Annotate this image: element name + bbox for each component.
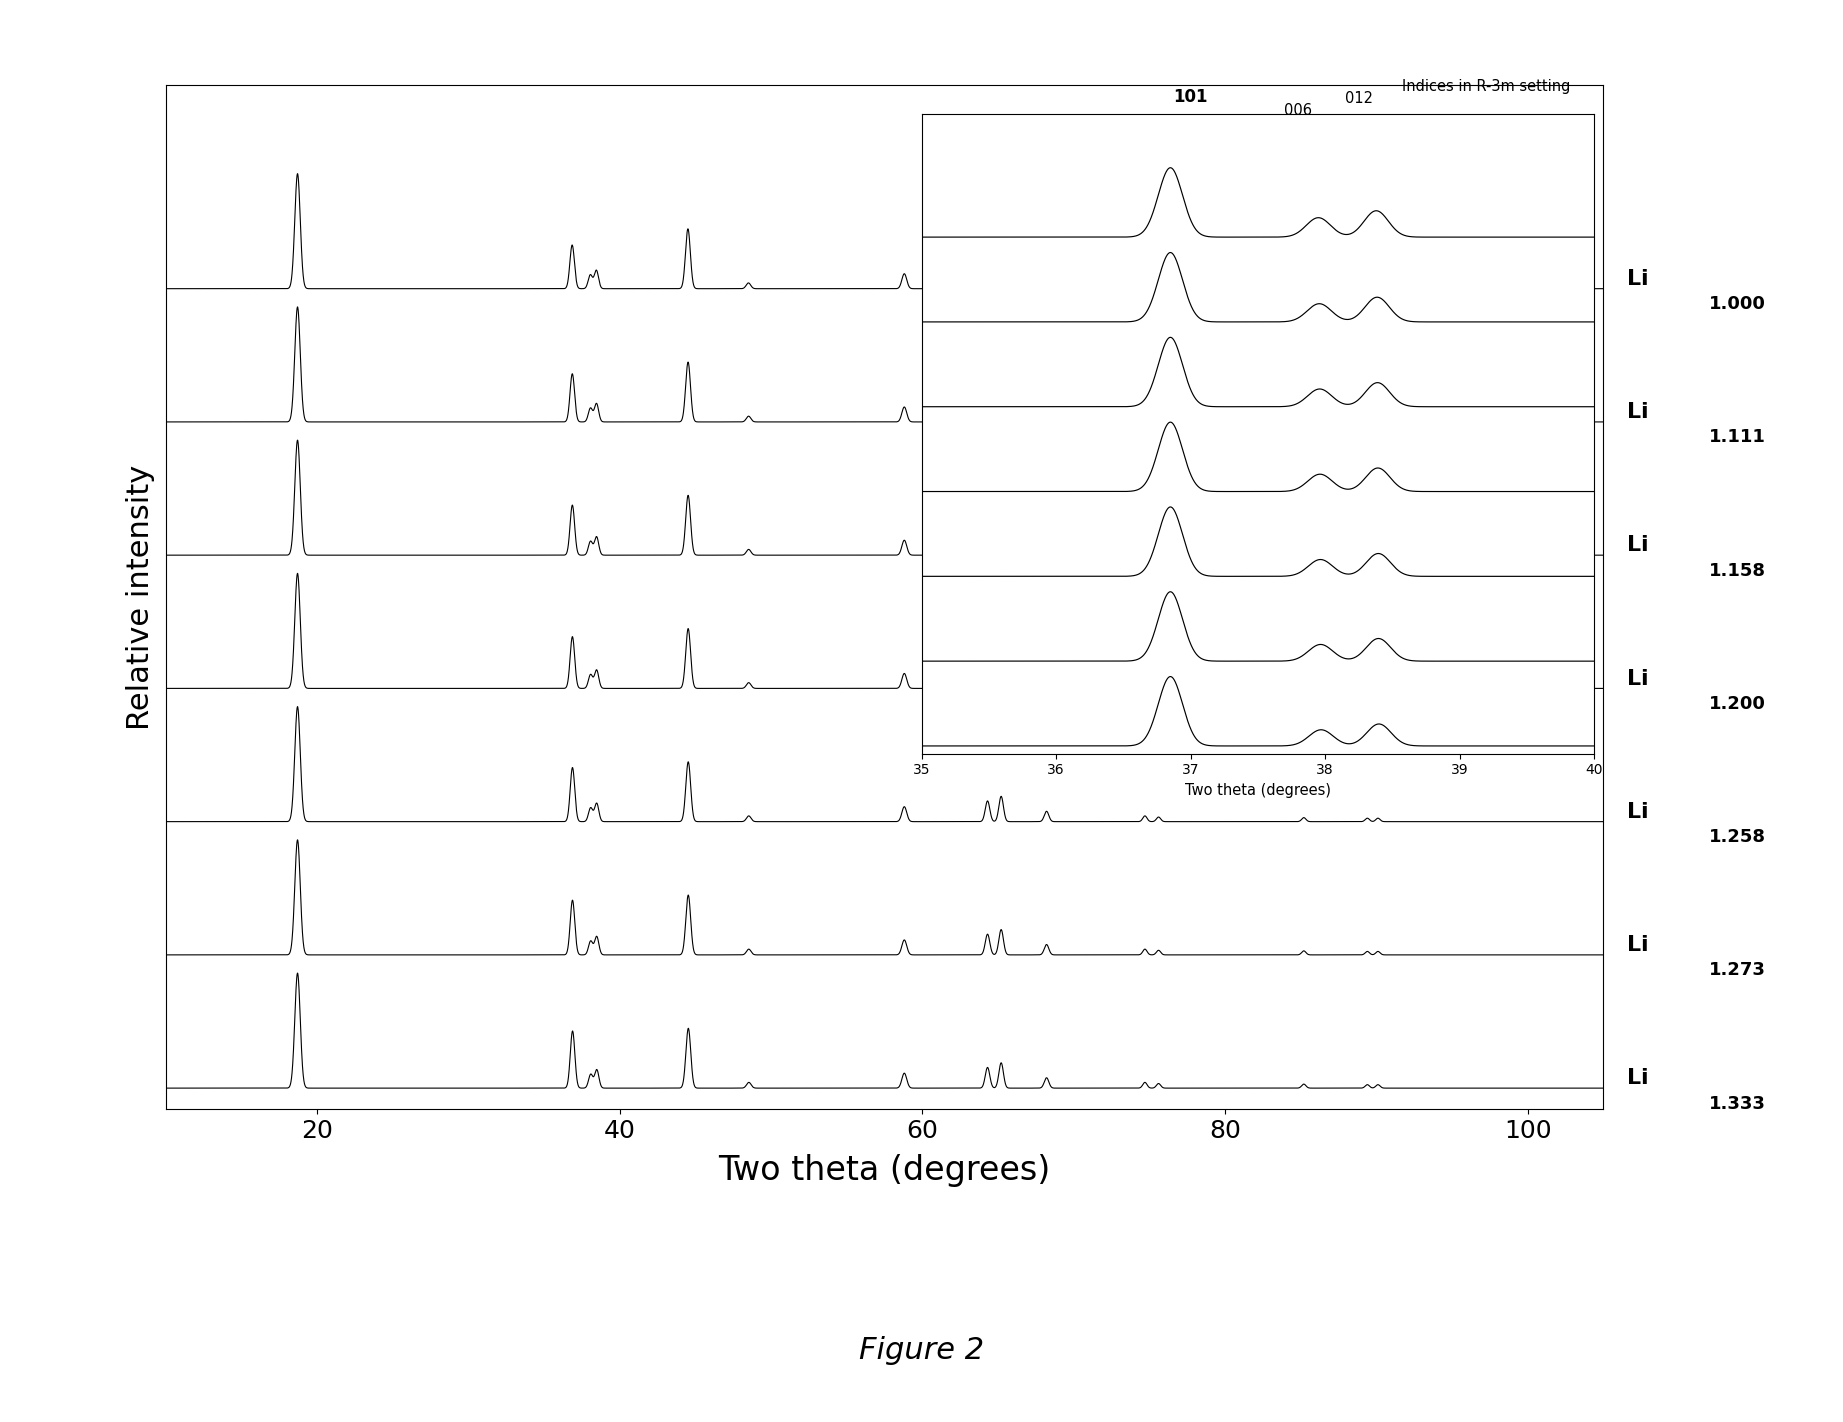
Text: 101: 101 (1174, 88, 1207, 107)
X-axis label: Two theta (degrees): Two theta (degrees) (719, 1155, 1051, 1187)
Text: Indices in R-3m setting: Indices in R-3m setting (1403, 80, 1570, 94)
Text: 1.273: 1.273 (1708, 961, 1766, 980)
Text: 012: 012 (1345, 91, 1373, 107)
Text: $\mathbf{Li}$: $\mathbf{Li}$ (1626, 802, 1648, 822)
Text: 1.200: 1.200 (1708, 695, 1766, 712)
Text: 1.158: 1.158 (1708, 562, 1766, 580)
Text: $\mathbf{Li}$: $\mathbf{Li}$ (1626, 936, 1648, 956)
Text: 1.111: 1.111 (1708, 428, 1766, 447)
Text: 1.000: 1.000 (1708, 296, 1766, 313)
Text: 006: 006 (1285, 102, 1312, 118)
Text: 1.258: 1.258 (1708, 828, 1766, 846)
Text: $\mathbf{Li}$: $\mathbf{Li}$ (1626, 668, 1648, 688)
Text: Figure 2: Figure 2 (859, 1337, 984, 1365)
Text: $\mathbf{Li}$: $\mathbf{Li}$ (1626, 402, 1648, 422)
Y-axis label: Relative intensity: Relative intensity (125, 465, 155, 729)
Text: $\mathbf{Li}$: $\mathbf{Li}$ (1626, 535, 1648, 556)
Text: $\mathbf{Li}$: $\mathbf{Li}$ (1626, 1068, 1648, 1088)
Text: 1.333: 1.333 (1708, 1095, 1766, 1112)
Text: $\mathbf{Li}$: $\mathbf{Li}$ (1626, 269, 1648, 289)
X-axis label: Two theta (degrees): Two theta (degrees) (1185, 784, 1331, 798)
